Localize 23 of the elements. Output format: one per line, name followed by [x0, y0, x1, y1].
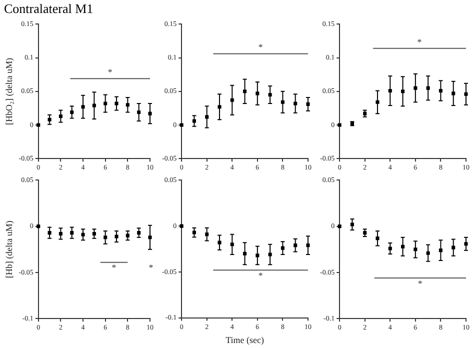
x-axis-title: Time (sec) — [226, 334, 264, 345]
annotation: * — [108, 66, 113, 77]
annotation: * — [418, 278, 423, 288]
point — [114, 234, 118, 238]
chart-title: Contralateral M1 — [3, 0, 94, 18]
annotation: * — [148, 262, 154, 273]
annotation: * — [258, 270, 264, 280]
y-axis-title: [HbO₂] (delta uM) — [4, 58, 14, 125]
point — [148, 236, 152, 240]
point — [306, 244, 310, 248]
point — [306, 102, 310, 106]
annotation: * — [417, 36, 422, 47]
point — [148, 112, 152, 116]
annotation: * — [258, 42, 264, 52]
point — [464, 92, 468, 96]
point — [376, 236, 380, 240]
point — [218, 240, 222, 244]
point — [218, 105, 222, 109]
y-axis-title: [Hb] (delta uM) — [4, 220, 14, 278]
point — [376, 100, 380, 104]
annotation: * — [112, 262, 117, 273]
point — [464, 242, 468, 246]
point — [114, 102, 118, 106]
